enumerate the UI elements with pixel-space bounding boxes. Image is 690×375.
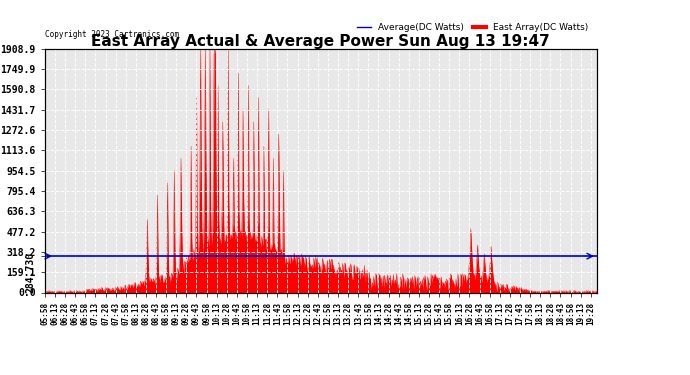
Text: Copyright 2023 Cartronics.com: Copyright 2023 Cartronics.com [45, 30, 179, 39]
Legend: Average(DC Watts), East Array(DC Watts): Average(DC Watts), East Array(DC Watts) [353, 19, 592, 35]
Title: East Array Actual & Average Power Sun Aug 13 19:47: East Array Actual & Average Power Sun Au… [92, 34, 550, 49]
